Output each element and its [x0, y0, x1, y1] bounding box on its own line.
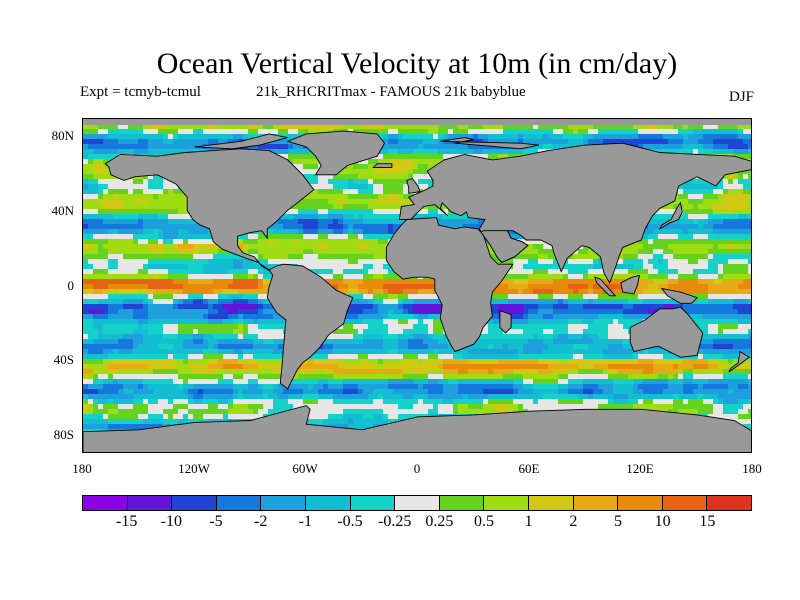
landmass-svalbard-nz — [440, 137, 540, 150]
landmass-greenland — [286, 130, 386, 176]
colorbar-tick-label: -5 — [209, 513, 223, 530]
colorbar — [82, 495, 752, 511]
lon-label-60w: 60W — [292, 461, 318, 476]
map-panel — [82, 118, 752, 453]
landmass-south-america — [266, 263, 354, 390]
colorbar-swatch — [127, 496, 173, 510]
colorbar-tick-label: 15 — [699, 513, 716, 530]
landmass-new-zealand — [728, 350, 751, 373]
plot-title: Ocean Vertical Velocity at 10m (in cm/da… — [156, 47, 678, 80]
colorbar-swatch — [261, 496, 306, 510]
colorbar-tick-label: -15 — [115, 513, 138, 530]
colorbar-tick-label: -2 — [253, 513, 268, 530]
landmass-borneo — [620, 274, 641, 295]
landmass-europe-asia — [398, 142, 751, 284]
ocean-velocity-map — [83, 119, 751, 452]
colorbar-tick-label: 10 — [654, 513, 671, 530]
landmass-arctic-islands — [194, 133, 288, 150]
colorbar-swatch — [528, 496, 574, 510]
colorbar-tick-label: 0.25 — [425, 513, 454, 530]
colorbar-tick-label: 1 — [524, 513, 533, 530]
colorbar-tick-label: -0.25 — [377, 513, 412, 530]
experiment-label: Expt = tcmyb-tcmul — [80, 84, 201, 100]
landmass-madagascar — [499, 310, 512, 334]
landmass-africa — [385, 217, 514, 353]
colorbar-swatch — [573, 496, 619, 510]
colorbar-swatch — [216, 496, 262, 510]
lat-label-80s: 80S — [53, 427, 74, 442]
colorbar-swatch — [484, 496, 529, 510]
landmass-japan — [658, 201, 683, 230]
landmass-iceland — [372, 163, 393, 168]
colorbar-swatch — [83, 496, 128, 510]
landmass-sumatra — [594, 276, 617, 297]
colorbar-swatch — [305, 496, 351, 510]
lon-label-120e: 120E — [626, 461, 654, 476]
lon-label-180e: 180 — [742, 461, 762, 476]
colorbar-tick-label: 2 — [569, 513, 578, 530]
colorbar-swatch — [172, 496, 217, 510]
lat-label-40n: 40N — [51, 203, 74, 218]
colorbar-tick-label: 5 — [614, 513, 622, 530]
colorbar-swatch — [395, 496, 440, 510]
colorbar-swatch — [439, 496, 485, 510]
landmass-arabia — [480, 230, 529, 263]
colorbar-swatch — [350, 496, 396, 510]
lon-label-60e: 60E — [518, 461, 540, 476]
colorbar-swatch — [662, 496, 708, 510]
colorbar-tick-label: 0.5 — [474, 513, 494, 530]
landmass-uk — [406, 178, 421, 194]
run-description: 21k_RHCRITmax - FAMOUS 21k babyblue — [256, 84, 526, 100]
lat-label-80n: 80N — [51, 128, 74, 143]
landmass-australia — [629, 306, 704, 358]
landmass-antarctica — [83, 405, 751, 452]
landmass-north-america — [104, 148, 315, 272]
season-label: DJF — [728, 89, 754, 105]
arctic-cap — [83, 119, 751, 125]
lat-label-0: 0 — [67, 278, 75, 293]
colorbar-swatch — [707, 496, 751, 510]
colorbar-tick-label: -0.5 — [337, 513, 363, 530]
lon-label-120w: 120W — [178, 461, 210, 476]
landmass-new-guinea — [660, 287, 699, 304]
colorbar-swatch — [618, 496, 663, 510]
lon-label-0: 0 — [413, 461, 421, 476]
colorbar-tick-label: -10 — [160, 513, 182, 530]
lat-label-40s: 40S — [53, 352, 74, 367]
colorbar-tick-label: -1 — [298, 513, 312, 530]
lon-label-180w: 180 — [72, 461, 92, 476]
